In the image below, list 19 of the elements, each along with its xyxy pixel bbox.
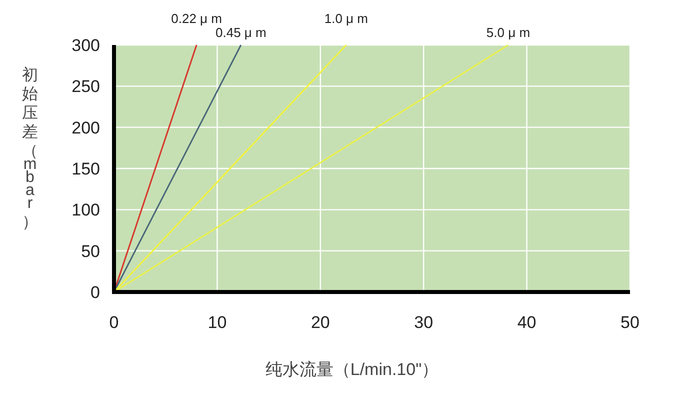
x-tick-label: 40 [517, 313, 536, 332]
y-tick-label: 0 [90, 283, 100, 302]
text: 0.22 μ m [171, 11, 222, 26]
series-label: 5.0 μ m [486, 25, 530, 40]
y-tick-label: 200 [72, 118, 100, 138]
y-tick-label: 300 [72, 36, 100, 55]
y-tick-label: 250 [72, 77, 100, 96]
series-label: 0.45 μ m [216, 25, 266, 40]
x-tick-label: 10 [208, 313, 227, 332]
x-tick-label: 20 [310, 313, 330, 332]
x-tick-label: 50 [620, 313, 640, 332]
y-tick-label: 100 [72, 200, 100, 220]
text: 1.0 μ m [324, 11, 368, 26]
x-axis-title: 纯水流量（L/min.10"） [265, 360, 439, 379]
x-tick-label: 0 [109, 313, 119, 332]
y-tick-label: 50 [81, 242, 100, 261]
y-tick-label: 150 [72, 160, 100, 178]
text: 初始压差（mbar） [22, 67, 38, 231]
x-tick-label: 30 [414, 313, 434, 332]
